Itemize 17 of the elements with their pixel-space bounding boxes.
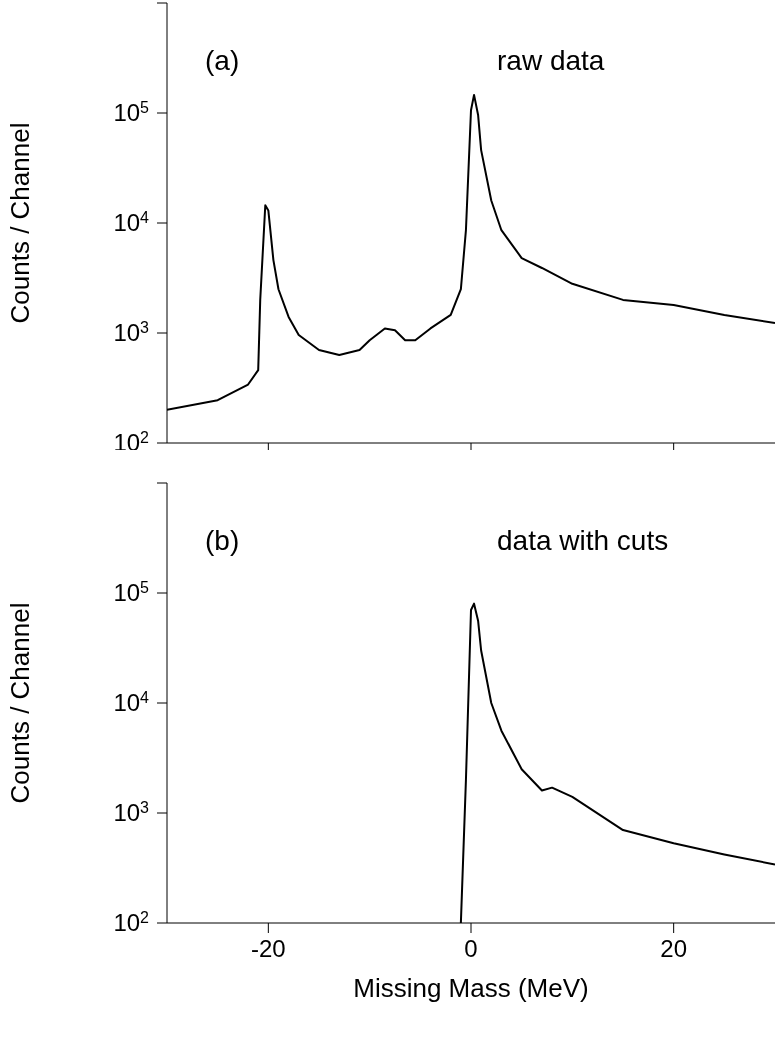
y-axis-title: Counts / Channel (5, 602, 36, 804)
y-tick-label: 10$^{4}$ (113, 208, 150, 236)
y-tick-label: 10$^{4}$ (113, 688, 150, 716)
annotation: (b) (205, 525, 240, 557)
y-tick-label: 10$^{5}$ (113, 578, 150, 606)
x-tick-label: -20 (250, 935, 286, 962)
y-tick-label: 10$^{2}$ (113, 908, 150, 936)
annotation: data with cuts (497, 525, 669, 557)
annotation: raw data (497, 45, 605, 77)
x-tick-label: 20 (660, 935, 688, 962)
y-axis-title: Counts / Channel (5, 122, 36, 324)
y-tick-label: 10$^{3}$ (113, 798, 150, 826)
y-tick-label: 10$^{5}$ (113, 98, 150, 126)
annotation: (a) (205, 45, 240, 77)
x-tick-label: 0 (464, 935, 478, 962)
x-axis-title: Missing Mass (MeV) (353, 973, 589, 1003)
y-tick-label: 10$^{3}$ (113, 318, 150, 346)
